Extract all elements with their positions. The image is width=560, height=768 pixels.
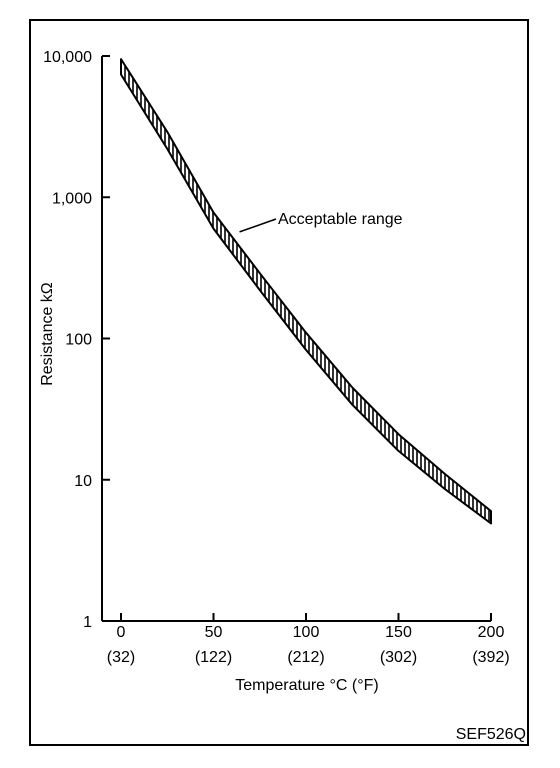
annotation-label: Acceptable range [278,211,403,228]
acceptable-range-band [120,58,492,525]
x-tick-sublabel: (32) [107,649,135,666]
x-axis-title: Temperature °C (°F) [235,677,379,694]
figure-frame [29,19,529,746]
x-tick-label: 200 [478,624,505,641]
x-tick-label: 0 [117,624,126,641]
y-tick-label: 1 [83,614,92,631]
x-tick-label: 100 [293,624,320,641]
x-tick-sublabel: (392) [472,649,509,666]
x-tick-label: 50 [205,624,223,641]
y-axis-title: Resistance kΩ [39,282,56,386]
y-tick-label: 1,000 [52,190,92,207]
y-tick-label: 10,000 [43,49,92,66]
figure-code: SEF526Q [456,726,526,743]
x-tick-sublabel: (212) [287,649,324,666]
x-tick-label: 150 [385,624,412,641]
annotation-leader-line [239,218,277,233]
x-tick-sublabel: (122) [195,649,232,666]
y-tick-label: 100 [65,332,92,349]
x-tick-sublabel: (302) [380,649,417,666]
y-tick-label: 10 [74,473,92,490]
